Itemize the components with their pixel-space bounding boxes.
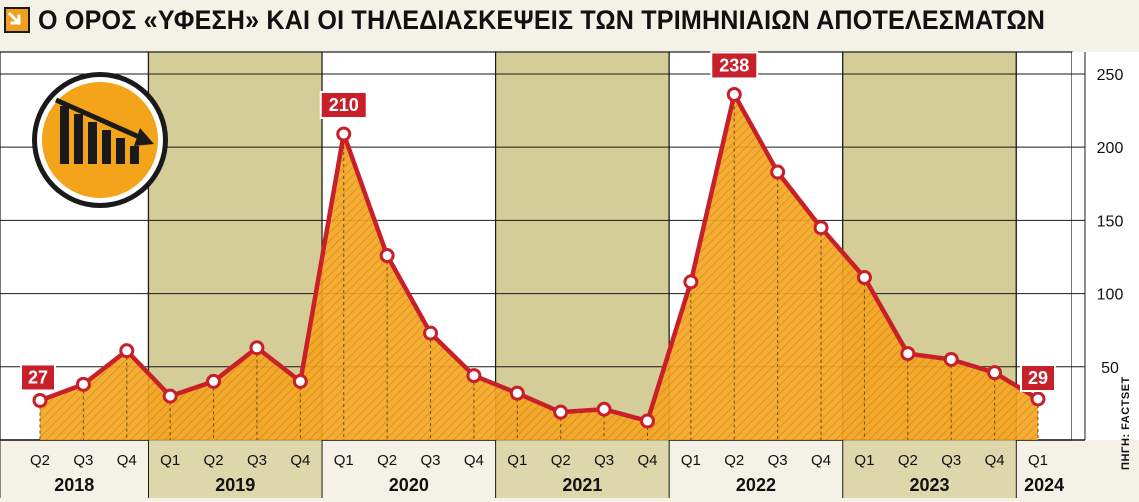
data-point bbox=[813, 220, 829, 236]
data-point bbox=[553, 404, 569, 420]
data-label: 210 bbox=[329, 95, 359, 115]
data-point bbox=[206, 373, 222, 389]
data-point bbox=[336, 126, 352, 142]
x-tick-label: Q2 bbox=[724, 452, 744, 469]
data-point bbox=[856, 269, 872, 285]
year-label: 2023 bbox=[909, 475, 949, 495]
data-labels: 27 210 238 29 bbox=[20, 51, 1056, 393]
data-label-box bbox=[319, 90, 368, 119]
x-tick-label: Q1 bbox=[681, 452, 701, 469]
source-label: ΠΗΓΗ: FACTSET bbox=[1120, 376, 1132, 470]
area-fill bbox=[40, 94, 1038, 440]
x-tick-label: Q3 bbox=[941, 452, 961, 469]
year-label: 2019 bbox=[215, 475, 255, 495]
year-band-footer bbox=[842, 440, 1017, 498]
data-point bbox=[770, 164, 786, 180]
x-tick-label: Q4 bbox=[985, 452, 1005, 469]
x-tick-label: Q2 bbox=[377, 452, 397, 469]
data-point bbox=[379, 248, 395, 264]
year-label: 2022 bbox=[736, 475, 776, 495]
x-tick-label: Q1 bbox=[507, 452, 527, 469]
x-tick-label: Q2 bbox=[551, 452, 571, 469]
y-tick-label: 50 bbox=[1101, 360, 1119, 377]
year-band-footer bbox=[148, 440, 323, 498]
data-point bbox=[162, 388, 178, 404]
x-tick-label: Q2 bbox=[204, 452, 224, 469]
arrow-down-right-icon bbox=[4, 7, 30, 33]
x-tick-label: Q3 bbox=[247, 452, 267, 469]
area-path bbox=[40, 94, 1038, 440]
x-tick-label: Q1 bbox=[334, 452, 354, 469]
series-line bbox=[39, 92, 1040, 424]
x-tick-label: Q4 bbox=[637, 452, 657, 469]
x-tick-label: Q4 bbox=[290, 452, 310, 469]
x-tick-label: Q3 bbox=[768, 452, 788, 469]
x-tick-label: Q3 bbox=[594, 452, 614, 469]
year-band-footer bbox=[495, 440, 670, 498]
data-label-box bbox=[710, 51, 759, 80]
data-point bbox=[943, 351, 959, 367]
series-line bbox=[39, 92, 1040, 424]
x-tick-label: Q3 bbox=[421, 452, 441, 469]
year-labels: 2018 2019 2020 2021 2022 2023 2024 bbox=[0, 440, 1064, 498]
y-tick-label: 100 bbox=[1097, 287, 1124, 304]
data-point bbox=[75, 376, 91, 392]
x-tick-label: Q4 bbox=[464, 452, 484, 469]
year-label: 2021 bbox=[562, 475, 602, 495]
year-label: 2020 bbox=[389, 475, 429, 495]
x-tick-label: Q2 bbox=[30, 452, 50, 469]
data-point bbox=[639, 413, 655, 429]
data-point bbox=[292, 373, 308, 389]
data-point bbox=[1030, 391, 1046, 407]
year-label: 2018 bbox=[54, 475, 94, 495]
data-label: 29 bbox=[1028, 368, 1048, 388]
declining-bars-icon bbox=[32, 72, 168, 208]
data-point bbox=[900, 346, 916, 362]
data-label: 27 bbox=[28, 367, 48, 387]
data-label-box bbox=[1020, 364, 1056, 393]
title-bar: Ο ΟΡΟΣ «ΥΦΕΣΗ» ΚΑΙ ΟΙ ΤΗΛΕΔΙΑΣΚΕΨΕΙΣ ΤΩΝ… bbox=[0, 0, 1139, 40]
y-tick-label: 150 bbox=[1097, 213, 1124, 230]
data-point bbox=[596, 401, 612, 417]
data-point bbox=[509, 385, 525, 401]
chart-title: Ο ΟΡΟΣ «ΥΦΕΣΗ» ΚΑΙ ΟΙ ΤΗΛΕΔΙΑΣΚΕΨΕΙΣ ΤΩΝ… bbox=[38, 4, 1046, 35]
y-axis-background bbox=[1072, 52, 1139, 440]
data-point bbox=[119, 343, 135, 359]
data-point bbox=[423, 325, 439, 341]
x-tick-label: Q1 bbox=[854, 452, 874, 469]
y-axis: 50 100 150 200 250 bbox=[1097, 67, 1124, 377]
data-points bbox=[32, 86, 1046, 429]
data-point bbox=[249, 340, 265, 356]
x-tick-label: Q2 bbox=[898, 452, 918, 469]
year-band bbox=[495, 51, 670, 441]
x-tick-label: Q4 bbox=[811, 452, 831, 469]
data-point bbox=[683, 274, 699, 290]
x-axis: Q2 Q3 Q4 Q1 Q2 Q3 Q4 Q1 Q2 Q3 Q4 Q1 Q2 Q3 Q4 Q1 Q2 Q3 Q4 Q1… bbox=[30, 452, 1048, 469]
data-point bbox=[987, 365, 1003, 381]
x-tick-label: Q1 bbox=[160, 452, 180, 469]
x-tick-label: Q3 bbox=[73, 452, 93, 469]
x-tick-label: Q1 bbox=[1028, 452, 1048, 469]
data-point bbox=[466, 368, 482, 384]
data-point bbox=[726, 86, 742, 102]
data-label-box bbox=[20, 363, 56, 392]
year-label: 2024 bbox=[1024, 475, 1064, 495]
y-tick-label: 200 bbox=[1097, 140, 1124, 157]
x-tick-label: Q4 bbox=[117, 452, 137, 469]
y-tick-label: 250 bbox=[1097, 67, 1124, 84]
data-point bbox=[32, 392, 48, 408]
data-label: 238 bbox=[719, 55, 749, 75]
